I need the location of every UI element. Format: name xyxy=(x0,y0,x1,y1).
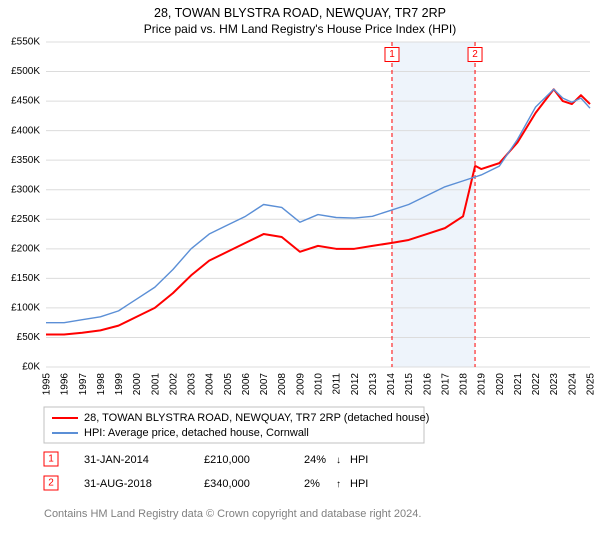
x-tick-label: 2017 xyxy=(440,373,451,396)
footnote-arrow: ↓ xyxy=(336,455,341,466)
x-tick-label: 2009 xyxy=(295,373,306,396)
footnote-id: 1 xyxy=(48,454,54,465)
x-tick-label: 2013 xyxy=(368,373,379,396)
x-tick-label: 2001 xyxy=(150,373,161,396)
x-tick-label: 2020 xyxy=(495,373,506,396)
x-tick-label: 2007 xyxy=(259,373,270,396)
x-tick-label: 2025 xyxy=(586,373,597,396)
footnote-pct: 2% xyxy=(304,478,320,490)
series-line-1 xyxy=(46,89,590,322)
x-tick-label: 2011 xyxy=(332,373,343,395)
x-tick-label: 2014 xyxy=(386,373,397,396)
y-tick-label: £500K xyxy=(11,66,40,77)
x-tick-label: 2015 xyxy=(404,373,415,396)
x-tick-label: 2016 xyxy=(422,373,433,396)
x-tick-label: 2002 xyxy=(168,373,179,396)
x-tick-label: 1995 xyxy=(42,373,53,396)
x-tick-label: 2022 xyxy=(531,373,542,396)
x-tick-label: 2000 xyxy=(132,373,143,396)
sale-marker-id: 1 xyxy=(389,49,395,60)
legend-label: HPI: Average price, detached house, Corn… xyxy=(84,427,309,439)
y-tick-label: £100K xyxy=(11,303,40,314)
price-chart: £0K £50K £100K £150K £200K £250K £300K £350K £40… xyxy=(0,0,600,520)
footnote-suffix: HPI xyxy=(350,454,368,466)
footnote-price: £340,000 xyxy=(204,478,250,490)
y-tick-label: £450K xyxy=(11,96,40,107)
x-tick-label: 2004 xyxy=(205,373,216,396)
x-tick-label: 1996 xyxy=(60,373,71,396)
footnote-date: 31-AUG-2018 xyxy=(84,478,152,490)
x-tick-label: 2008 xyxy=(277,373,288,396)
footnote-arrow: ↑ xyxy=(336,479,341,490)
y-tick-label: £400K xyxy=(11,125,40,136)
y-tick-label: £50K xyxy=(17,332,41,343)
x-tick-label: 2010 xyxy=(314,373,325,396)
x-tick-label: 2018 xyxy=(459,373,470,396)
footnote-pct: 24% xyxy=(304,454,326,466)
footnote-id: 2 xyxy=(48,478,54,489)
sale-period-band xyxy=(392,42,475,367)
x-tick-label: 2003 xyxy=(187,373,198,396)
y-tick-label: £350K xyxy=(11,155,40,166)
x-tick-label: 2012 xyxy=(350,373,361,396)
y-tick-label: £300K xyxy=(11,184,40,195)
y-tick-label: £150K xyxy=(11,273,40,284)
footnote-date: 31-JAN-2014 xyxy=(84,454,149,466)
x-tick-label: 2023 xyxy=(549,373,560,396)
y-tick-label: £0K xyxy=(22,362,40,373)
legend-label: 28, TOWAN BLYSTRA ROAD, NEWQUAY, TR7 2RP… xyxy=(84,412,429,424)
x-tick-label: 2006 xyxy=(241,373,252,396)
x-tick-label: 2021 xyxy=(513,373,524,396)
x-tick-label: 1999 xyxy=(114,373,125,396)
series-line-0 xyxy=(46,89,590,334)
x-tick-label: 2024 xyxy=(567,373,578,396)
x-tick-label: 2019 xyxy=(477,373,488,396)
y-tick-label: £250K xyxy=(11,214,40,225)
sale-marker-id: 2 xyxy=(472,49,478,60)
footnote-suffix: HPI xyxy=(350,478,368,490)
x-tick-label: 2005 xyxy=(223,373,234,396)
x-tick-label: 1998 xyxy=(96,373,107,396)
y-tick-label: £200K xyxy=(11,243,40,254)
disclaimer-line: Contains HM Land Registry data © Crown c… xyxy=(44,508,421,520)
footnote-price: £210,000 xyxy=(204,454,250,466)
y-tick-label: £550K xyxy=(11,37,40,48)
x-tick-label: 1997 xyxy=(78,373,89,396)
